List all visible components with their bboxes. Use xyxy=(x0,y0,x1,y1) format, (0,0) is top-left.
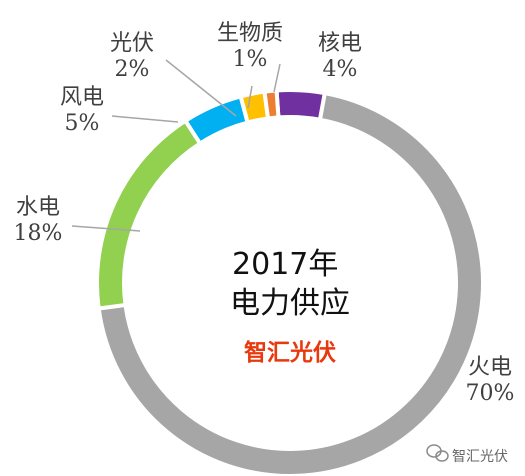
leader-line-4 xyxy=(165,59,237,117)
slice-1 xyxy=(96,91,485,476)
slice-5 xyxy=(262,88,281,121)
leader-lines xyxy=(71,59,281,232)
slice-0 xyxy=(274,88,327,122)
slice-label-5: 生物质 xyxy=(217,21,283,46)
watermark-text: 智汇光伏 xyxy=(244,339,336,366)
slice-value-1: 70% xyxy=(466,381,515,406)
wechat-icon xyxy=(426,444,449,462)
slice-value-2: 18% xyxy=(14,221,63,246)
footer-brand: 智汇光伏 xyxy=(426,444,508,465)
slice-label-0: 核电 xyxy=(318,31,362,56)
center-title-line-2: 电力供应 xyxy=(230,286,350,321)
slices xyxy=(95,88,485,476)
leader-line-2 xyxy=(71,225,141,232)
slice-3 xyxy=(183,94,250,146)
slice-label-1: 火电 xyxy=(468,355,512,380)
leader-line-0 xyxy=(273,63,281,93)
leader-line-5 xyxy=(247,85,253,109)
footer-brand-text: 智汇光伏 xyxy=(452,449,508,465)
slice-2 xyxy=(95,118,203,311)
slice-label-4: 光伏 xyxy=(110,31,154,56)
slice-value-4: 2% xyxy=(115,57,150,82)
leader-line-3 xyxy=(111,115,179,123)
slice-label-3: 风电 xyxy=(60,85,104,110)
slice-label-2: 水电 xyxy=(16,195,60,220)
slice-value-5: 1% xyxy=(233,47,268,72)
slice-value-0: 4% xyxy=(323,57,358,82)
slice-value-3: 5% xyxy=(65,111,100,136)
center-title: 2017年 电力供应 xyxy=(230,247,350,321)
center-title-line-1: 2017年 xyxy=(232,247,338,282)
